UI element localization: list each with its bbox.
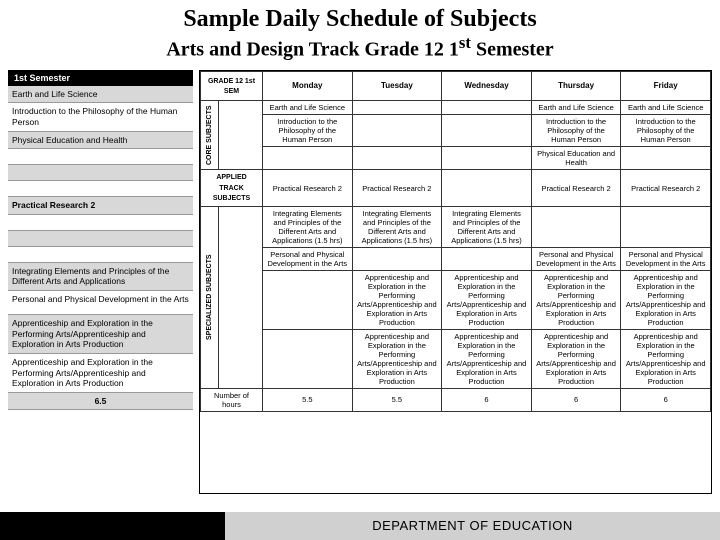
table-cell: Practical Research 2 (352, 170, 442, 206)
footer-label: DEPARTMENT OF EDUCATION (225, 512, 720, 540)
page-title: Sample Daily Schedule of Subjects (0, 6, 720, 33)
table-cell (442, 247, 532, 270)
hours-cell: 6 (442, 388, 532, 411)
left-row: 6.5 (8, 393, 193, 411)
table-row: Apprenticeship and Exploration in the Pe… (201, 270, 711, 329)
table-row: SPECIALIZED SUBJECTSIntegrating Elements… (201, 206, 711, 247)
table-cell (263, 270, 353, 329)
table-cell: Physical Education and Health (531, 147, 621, 170)
hours-cell: 5.5 (352, 388, 442, 411)
group-label: CORE SUBJECTS (201, 101, 219, 170)
group-label: APPLIED TRACK SUBJECTS (201, 170, 263, 206)
table-cell: Earth and Life Science (621, 101, 711, 115)
left-row: Personal and Physical Development in the… (8, 291, 193, 315)
table-cell (263, 147, 353, 170)
left-row (8, 247, 193, 263)
table-cell: Practical Research 2 (531, 170, 621, 206)
table-cell (352, 147, 442, 170)
table-cell: Apprenticeship and Exploration in the Pe… (531, 270, 621, 329)
table-cell (352, 101, 442, 115)
day-header: Tuesday (352, 71, 442, 101)
table-cell: Integrating Elements and Principles of t… (263, 206, 353, 247)
day-header: Wednesday (442, 71, 532, 101)
table-cell: Apprenticeship and Exploration in the Pe… (352, 270, 442, 329)
corner-cell: GRADE 12 1st SEM (201, 71, 263, 101)
group-spacer (219, 206, 263, 388)
table-cell: Apprenticeship and Exploration in the Pe… (442, 329, 532, 388)
table-cell: Introduction to the Philosophy of the Hu… (263, 115, 353, 147)
table-cell: Apprenticeship and Exploration in the Pe… (352, 329, 442, 388)
table-cell (442, 115, 532, 147)
left-row (8, 165, 193, 181)
left-row (8, 231, 193, 247)
page-subtitle: Arts and Design Track Grade 12 1st Semes… (0, 33, 720, 62)
table-cell: Practical Research 2 (621, 170, 711, 206)
table-cell (442, 101, 532, 115)
table-cell: Earth and Life Science (531, 101, 621, 115)
table-cell (352, 247, 442, 270)
table-cell: Earth and Life Science (263, 101, 353, 115)
left-row: Introduction to the Philosophy of the Hu… (8, 103, 193, 131)
table-cell: Apprenticeship and Exploration in the Pe… (531, 329, 621, 388)
table-cell: Personal and Physical Development in the… (531, 247, 621, 270)
table-cell (442, 147, 532, 170)
left-row: Apprenticeship and Exploration in the Pe… (8, 354, 193, 393)
group-spacer (219, 101, 263, 170)
table-cell (621, 147, 711, 170)
footer: DEPARTMENT OF EDUCATION (0, 512, 720, 540)
table-cell (442, 170, 532, 206)
table-cell: Apprenticeship and Exploration in the Pe… (621, 270, 711, 329)
right-panel: GRADE 12 1st SEM Monday Tuesday Wednesda… (199, 70, 712, 494)
hours-label: Number of hours (201, 388, 263, 411)
day-header: Monday (263, 71, 353, 101)
left-row (8, 215, 193, 231)
table-row: Apprenticeship and Exploration in the Pe… (201, 329, 711, 388)
table-cell (531, 206, 621, 247)
left-row: Integrating Elements and Principles of t… (8, 263, 193, 291)
left-row: Earth and Life Science (8, 86, 193, 104)
table-row: APPLIED TRACK SUBJECTSPractical Research… (201, 170, 711, 206)
table-cell: Integrating Elements and Principles of t… (352, 206, 442, 247)
header: Sample Daily Schedule of Subjects Arts a… (0, 0, 720, 64)
hours-cell: 6 (621, 388, 711, 411)
table-row: CORE SUBJECTSEarth and Life ScienceEarth… (201, 101, 711, 115)
day-header: Friday (621, 71, 711, 101)
content: 1st Semester Earth and Life ScienceIntro… (0, 64, 720, 494)
table-cell: Apprenticeship and Exploration in the Pe… (621, 329, 711, 388)
table-cell: Apprenticeship and Exploration in the Pe… (442, 270, 532, 329)
group-label: SPECIALIZED SUBJECTS (201, 206, 219, 388)
hours-row: Number of hours5.55.5666 (201, 388, 711, 411)
left-row: Apprenticeship and Exploration in the Pe… (8, 315, 193, 354)
table-cell: Personal and Physical Development in the… (621, 247, 711, 270)
schedule-table: GRADE 12 1st SEM Monday Tuesday Wednesda… (200, 71, 711, 412)
table-cell: Introduction to the Philosophy of the Hu… (621, 115, 711, 147)
left-row (8, 181, 193, 197)
left-row: Physical Education and Health (8, 132, 193, 150)
hours-cell: 5.5 (263, 388, 353, 411)
day-header: Thursday (531, 71, 621, 101)
table-cell (352, 115, 442, 147)
table-cell: Personal and Physical Development in the… (263, 247, 353, 270)
table-cell: Integrating Elements and Principles of t… (442, 206, 532, 247)
left-header: 1st Semester (8, 70, 193, 86)
left-panel: 1st Semester Earth and Life ScienceIntro… (8, 70, 193, 494)
table-row: Introduction to the Philosophy of the Hu… (201, 115, 711, 147)
table-cell: Introduction to the Philosophy of the Hu… (531, 115, 621, 147)
table-cell: Practical Research 2 (263, 170, 353, 206)
footer-accent (0, 512, 225, 540)
left-row (8, 149, 193, 165)
table-row: Personal and Physical Development in the… (201, 247, 711, 270)
table-cell (621, 206, 711, 247)
table-row: Physical Education and Health (201, 147, 711, 170)
hours-cell: 6 (531, 388, 621, 411)
left-row: Practical Research 2 (8, 197, 193, 215)
table-header-row: GRADE 12 1st SEM Monday Tuesday Wednesda… (201, 71, 711, 101)
table-cell (263, 329, 353, 388)
